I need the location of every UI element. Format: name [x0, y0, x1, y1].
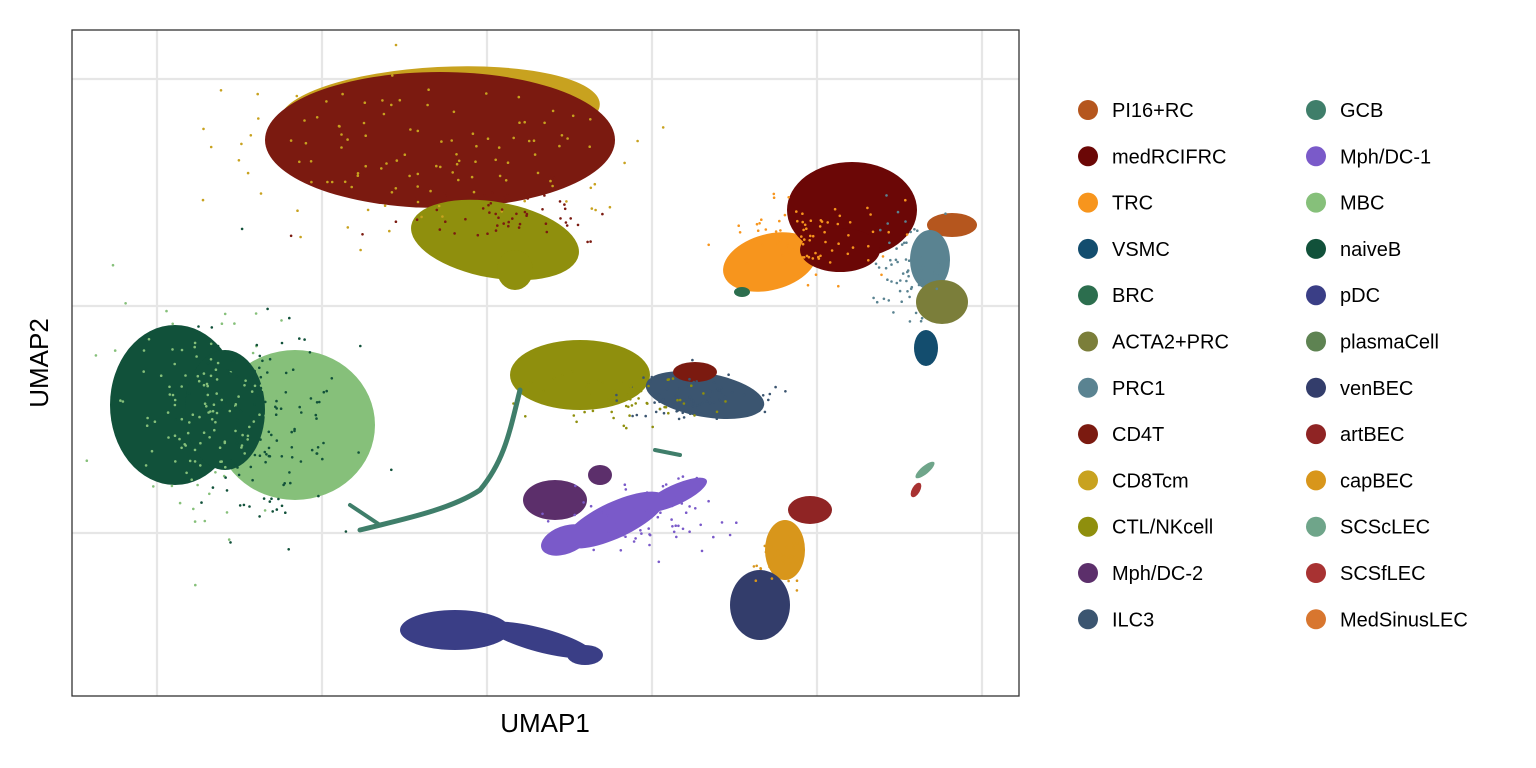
legend-label-gcb: GCB [1340, 100, 1383, 122]
legend-key-medrcifrc [1078, 146, 1098, 167]
legend-key-pi16-rc [1078, 100, 1098, 120]
legend-label-mph-dc-2: Mph/DC-2 [1112, 563, 1203, 585]
legend-label-acta2-prc: ACTA2+PRC [1112, 332, 1229, 354]
cluster-prc1 [910, 230, 950, 290]
cluster-venbec [730, 570, 790, 640]
legend-key-gcb [1306, 100, 1326, 120]
legend-key-scsclec [1306, 516, 1326, 537]
points-cd4t [289, 176, 604, 244]
legend-key-plasmacell [1306, 331, 1326, 352]
legend-key-mph-dc-1 [1306, 146, 1326, 167]
legend-label-brc: BRC [1112, 285, 1154, 307]
y-axis-title: UMAP2 [24, 318, 54, 408]
legend-key-ilc3 [1078, 609, 1098, 630]
cluster-mph-dc-2 [588, 465, 612, 485]
cluster-artbec [788, 496, 832, 524]
points-ilc3 [615, 358, 787, 421]
cluster-acta2-prc [916, 280, 968, 324]
legend-key-ctl-nkcell [1078, 516, 1098, 537]
legend-key-venbec [1306, 377, 1326, 398]
legend-label-venbec: venBEC [1340, 378, 1413, 400]
legend-key-mbc [1306, 192, 1326, 213]
legend-label-artbec: artBEC [1340, 424, 1404, 446]
legend-label-naiveb: naiveB [1340, 239, 1401, 261]
legend-key-acta2-prc [1078, 331, 1098, 352]
legend-label-pi16-rc: PI16+RC [1112, 100, 1194, 122]
cluster-cd4t [673, 362, 717, 382]
legend-label-mph-dc-1: Mph/DC-1 [1340, 146, 1431, 168]
cluster-mph-dc-1 [642, 477, 708, 513]
cluster-ctl-nkcell [411, 199, 579, 281]
cluster-mph-dc-1 [564, 491, 666, 549]
cluster-medrcifrc [800, 228, 880, 272]
points-capbec [752, 525, 805, 592]
points-cd8tcm [201, 43, 665, 252]
legend-label-scsclec: SCScLEC [1340, 517, 1430, 539]
cluster-ctl-nkcell [497, 250, 533, 290]
cluster-pdc [400, 610, 510, 650]
legend-label-scsflec: SCSfLEC [1340, 563, 1426, 585]
cluster-cd4t [265, 72, 615, 208]
cluster-naiveb [185, 350, 265, 470]
points-prc1 [872, 194, 947, 323]
cluster-ctl-nkcell [510, 340, 650, 410]
legend-key-scsflec [1306, 563, 1326, 583]
legend-label-medrcifrc: medRCIFRC [1112, 146, 1226, 168]
legend-label-cd4t: CD4T [1112, 424, 1164, 446]
legend-label-trc: TRC [1112, 193, 1153, 215]
trajectory-gcb [653, 448, 682, 457]
legend-label-plasmacell: plasmaCell [1340, 332, 1439, 354]
points-mbc [85, 263, 325, 587]
scatter-points [85, 43, 977, 665]
trajectory-gcb [357, 387, 523, 533]
cluster-pdc [567, 645, 603, 665]
trajectory-gcb [348, 503, 382, 527]
legend-key-mph-dc-2 [1078, 563, 1098, 583]
legend-label-medsinuslec: MedSinusLEC [1340, 609, 1468, 631]
legend-key-pdc [1306, 285, 1326, 306]
legend: PI16+RC medRCIFRC TRC VSMC BRC ACTA2+PRC PRC1 C… [1078, 100, 1468, 631]
points-ctl-nkcell [512, 369, 727, 430]
points-trc [707, 192, 909, 288]
x-axis-title: UMAP1 [500, 708, 590, 738]
cluster-scsflec [910, 482, 922, 498]
legend-key-capbec [1306, 470, 1326, 491]
cluster-ilc3 [645, 370, 765, 420]
legend-key-cd8tcm [1078, 470, 1098, 491]
cluster-mph-dc-1 [541, 524, 589, 556]
cluster-mph-dc-2 [523, 480, 587, 520]
legend-label-pdc: pDC [1340, 285, 1380, 307]
legend-key-artbec [1306, 424, 1326, 445]
cluster-pi16-rc [927, 213, 977, 237]
legend-label-capbec: capBEC [1340, 470, 1413, 492]
legend-key-cd4t [1078, 424, 1098, 445]
legend-label-cd8tcm: CD8Tcm [1112, 470, 1189, 492]
legend-label-ctl-nkcell: CTL/NKcell [1112, 517, 1213, 539]
points-naiveb [171, 227, 393, 551]
legend-label-mbc: MBC [1340, 193, 1384, 215]
cluster-trc [723, 232, 817, 292]
cluster-capbec [765, 520, 805, 580]
legend-key-medsinuslec [1306, 609, 1326, 630]
plot-border [71, 29, 1020, 697]
cluster-vsmc [914, 330, 938, 366]
points-mph-dc-1 [541, 475, 738, 564]
legend-label-ilc3: ILC3 [1112, 609, 1154, 631]
legend-key-prc1 [1078, 377, 1098, 398]
legend-key-brc [1078, 285, 1098, 306]
legend-label-vsmc: VSMC [1112, 239, 1170, 261]
cluster-pdc [486, 621, 594, 659]
cluster-brc [734, 287, 750, 297]
legend-key-naiveb [1306, 238, 1326, 259]
cluster-scsclec [915, 461, 935, 479]
legend-key-trc [1078, 192, 1098, 213]
legend-key-vsmc [1078, 238, 1098, 259]
legend-label-prc1: PRC1 [1112, 378, 1165, 400]
